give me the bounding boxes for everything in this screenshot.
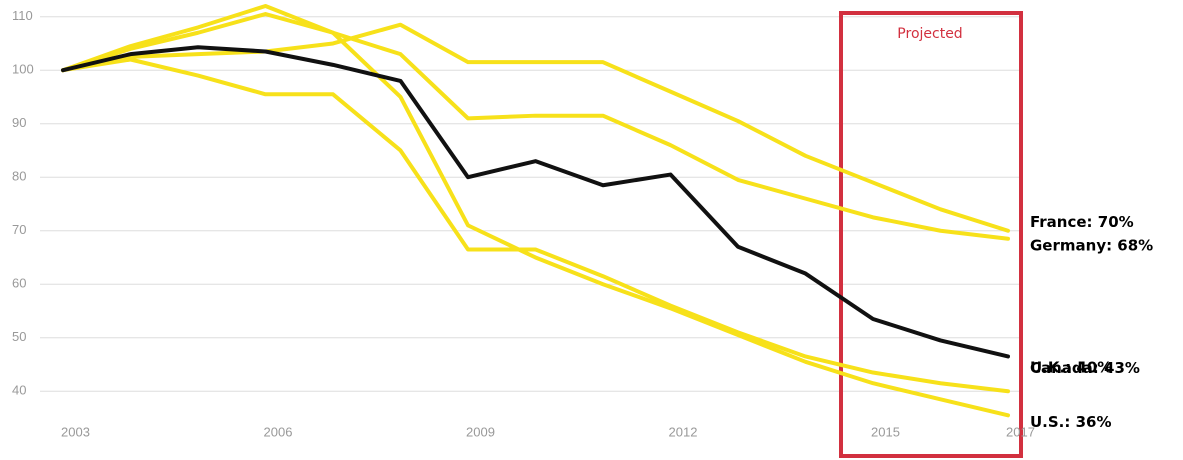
y-tick-label: 70 xyxy=(12,222,26,237)
x-tick-label: 2017 xyxy=(1006,424,1035,439)
end-label: U.K.: 40% xyxy=(1030,359,1112,377)
x-tick-label: 2006 xyxy=(264,424,293,439)
series-line xyxy=(61,22,1010,233)
y-tick-label: 80 xyxy=(12,169,26,184)
series-line xyxy=(61,12,1010,241)
x-tick-label: 2012 xyxy=(669,424,698,439)
projected-label: Projected xyxy=(897,26,962,42)
end-label: U.S.: 36% xyxy=(1030,413,1112,431)
end-label: Germany: 68% xyxy=(1030,236,1153,254)
series-line xyxy=(61,45,1010,359)
x-tick-label: 2015 xyxy=(871,424,900,439)
series-line xyxy=(61,4,1010,418)
y-tick-label: 50 xyxy=(12,329,26,344)
y-tick-label: 100 xyxy=(12,62,34,77)
grid-layer xyxy=(40,16,1022,392)
series-line xyxy=(61,57,1010,394)
x-tick-label: 2009 xyxy=(466,424,495,439)
projected-box xyxy=(839,11,1023,458)
end-label: Canada: 43% xyxy=(1030,359,1140,377)
y-tick-label: 40 xyxy=(12,383,26,398)
y-tick-label: 60 xyxy=(12,276,26,291)
end-label: France: 70% xyxy=(1030,213,1134,231)
y-tick-label: 90 xyxy=(12,115,26,130)
x-tick-label: 2003 xyxy=(61,424,90,439)
y-tick-label: 110 xyxy=(12,8,33,23)
